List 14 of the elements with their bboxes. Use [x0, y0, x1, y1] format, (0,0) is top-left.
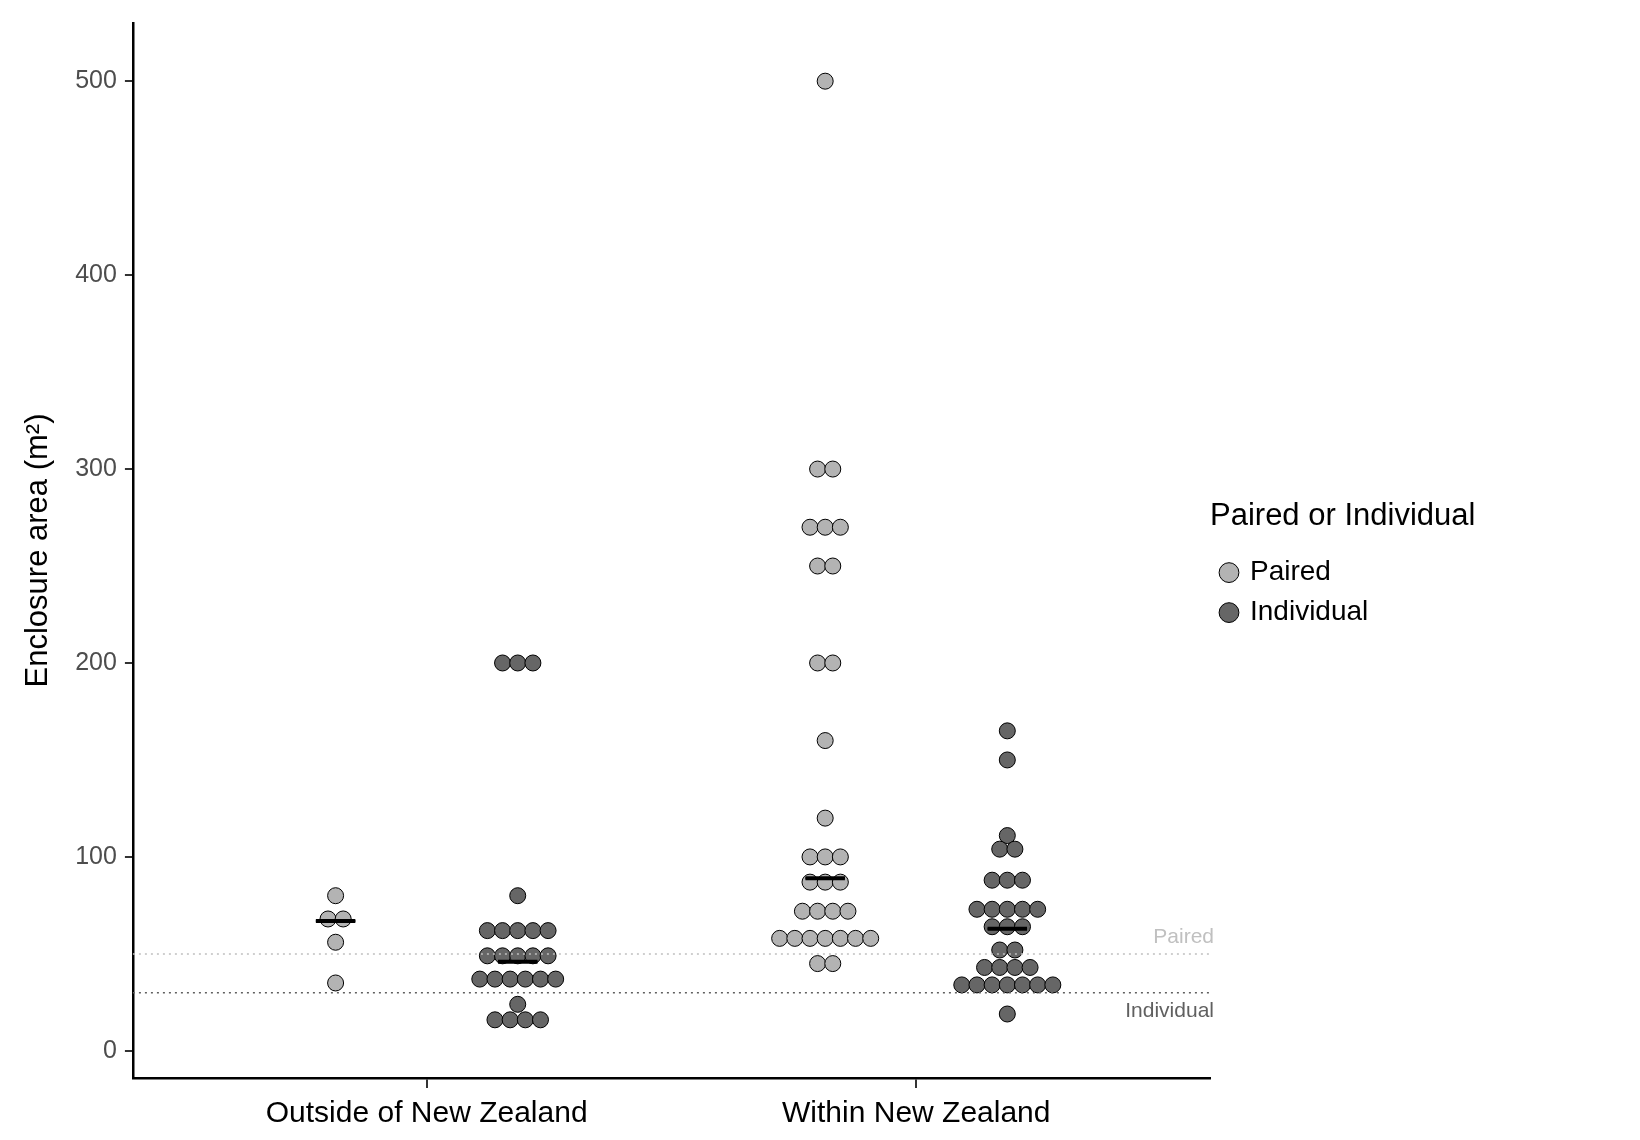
legend-title: Paired or Individual: [1210, 497, 1476, 533]
x-tick-label: Within New Zealand: [782, 1095, 1051, 1129]
legend-label: Paired: [1250, 555, 1331, 587]
legend-label: Individual: [1250, 595, 1369, 627]
y-tick-label: 0: [103, 1034, 117, 1063]
x-tick-label: Outside of New Zealand: [265, 1095, 588, 1129]
ref-line-label: Paired: [1153, 924, 1214, 948]
y-tick-label: 400: [75, 259, 117, 287]
y-tick-label: 500: [75, 65, 117, 94]
y-tick-label: 200: [75, 646, 117, 675]
y-tick-label: 100: [75, 840, 117, 869]
ref-line-label: Individual: [1125, 997, 1214, 1021]
y-tick-label: 300: [75, 452, 117, 481]
y-axis-title: Enclosure area (m²): [19, 413, 55, 688]
